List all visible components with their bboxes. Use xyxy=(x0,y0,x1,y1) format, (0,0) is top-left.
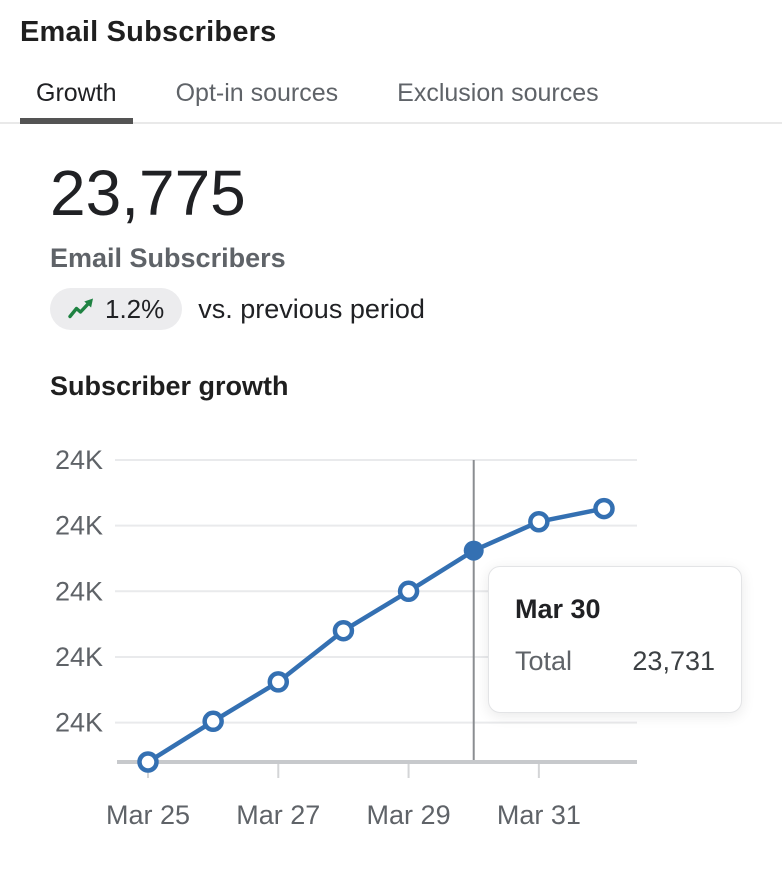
change-comparison: vs. previous period xyxy=(198,293,425,324)
data-point-marker[interactable] xyxy=(332,619,355,642)
x-tick-label: Mar 31 xyxy=(497,800,581,830)
metric-summary: 23,775 Email Subscribers 1.2% vs. previo… xyxy=(50,158,782,330)
y-tick-label: 24K xyxy=(55,511,103,541)
subscriber-growth-chart[interactable]: 24K 24K 24K 24K 24K Mar 25 Mar 27 Mar 29 Mar 31 xyxy=(0,440,782,832)
chart-tooltip: Mar 30 Total 23,731 xyxy=(488,566,742,713)
x-tick-label: Mar 27 xyxy=(236,800,320,830)
page-title: Email Subscribers xyxy=(20,16,277,48)
tooltip-date: Mar 30 xyxy=(515,594,601,624)
y-tick-label: 24K xyxy=(55,708,103,738)
chart-section-title: Subscriber growth xyxy=(50,371,289,401)
change-badge: 1.2% xyxy=(50,288,183,330)
tab-growth[interactable]: Growth xyxy=(20,58,133,124)
tab-bar: Growth Opt-in sources Exclusion sources xyxy=(0,58,782,124)
y-tick-label: 24K xyxy=(55,445,103,475)
change-row: 1.2% vs. previous period xyxy=(50,288,782,330)
trend-up-icon xyxy=(68,298,95,320)
data-point-marker[interactable] xyxy=(528,510,550,533)
data-point-marker[interactable] xyxy=(593,497,615,520)
data-point-marker-active[interactable] xyxy=(463,540,484,561)
tab-exclusion-sources[interactable]: Exclusion sources xyxy=(397,79,599,107)
x-tick-label: Mar 29 xyxy=(367,800,451,830)
subscriber-count: 23,775 xyxy=(50,157,246,229)
y-tick-label: 24K xyxy=(55,642,103,672)
data-point-marker[interactable] xyxy=(202,710,224,733)
tooltip-metric-label: Total xyxy=(515,646,573,676)
tooltip-row: Total 23,731 xyxy=(515,646,715,677)
subscriber-growth-chart-area: 24K 24K 24K 24K 24K Mar 25 Mar 27 Mar 29 Mar 31 … xyxy=(0,440,782,832)
y-tick-label: 24K xyxy=(55,576,103,606)
tooltip-value: 23,731 xyxy=(632,646,715,676)
data-point-marker[interactable] xyxy=(267,671,290,693)
tab-opt-in-sources[interactable]: Opt-in sources xyxy=(175,79,339,107)
metric-label: Email Subscribers xyxy=(50,243,286,273)
data-point-marker[interactable] xyxy=(137,751,159,773)
data-point-marker[interactable] xyxy=(397,580,420,603)
x-tick-label: Mar 25 xyxy=(106,800,190,830)
change-percent: 1.2% xyxy=(105,294,165,324)
series-line xyxy=(145,506,607,765)
